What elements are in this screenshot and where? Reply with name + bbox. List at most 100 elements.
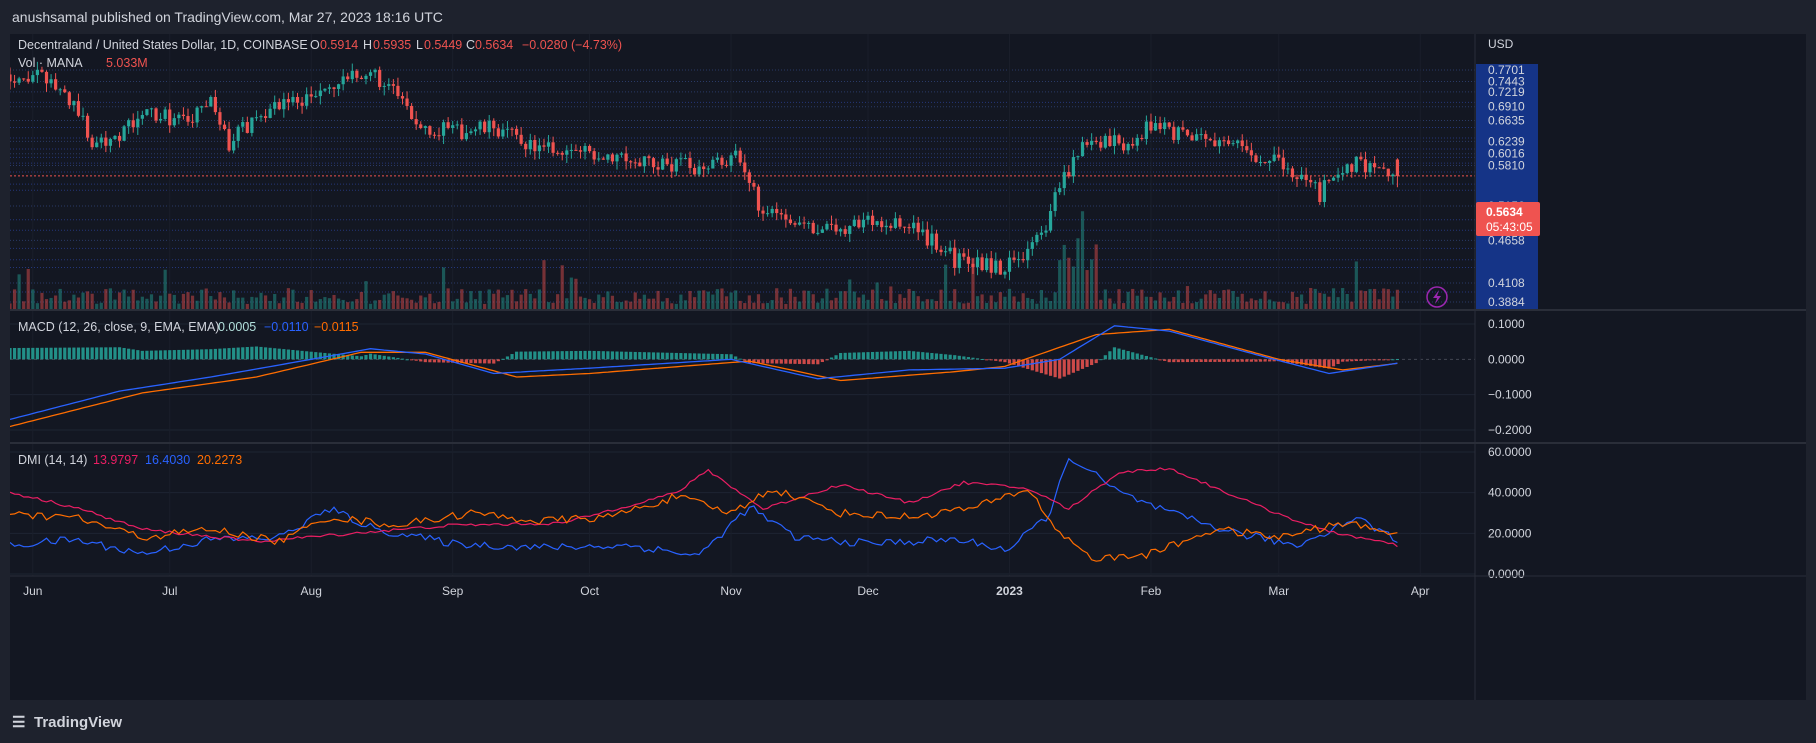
- candle-body: [943, 251, 948, 253]
- candle-body: [323, 88, 327, 91]
- volume-bar: [400, 297, 405, 310]
- volume-bar: [63, 301, 67, 310]
- macd-histogram-bar: [656, 352, 660, 360]
- candle-body: [1286, 168, 1290, 170]
- candle-body: [227, 129, 231, 151]
- macd-histogram-bar: [629, 351, 633, 360]
- volume-bar: [756, 294, 761, 310]
- volume-bar: [519, 294, 523, 310]
- volume-bar: [1039, 290, 1044, 310]
- volume-bar: [692, 297, 697, 310]
- macd-histogram-bar: [487, 359, 491, 364]
- volume-bar: [738, 300, 742, 310]
- volume-bar: [939, 289, 943, 310]
- macd-histogram-bar: [907, 350, 911, 360]
- candle-body: [26, 78, 30, 82]
- macd-histogram-bar: [775, 359, 779, 364]
- macd-histogram-bar: [583, 350, 587, 360]
- candle-body: [560, 152, 564, 155]
- candle-body: [656, 167, 660, 170]
- candle-body: [63, 89, 67, 93]
- macd-histogram-bar: [49, 347, 53, 360]
- lightning-icon[interactable]: [1426, 286, 1448, 308]
- macd-histogram-bar: [113, 347, 117, 360]
- chart-area[interactable]: 0.7701 0.7443 0.7219 0.6910 0.6635 0.6239 0.60…: [8, 34, 1806, 700]
- symbol-legend[interactable]: Decentraland / United States Dollar, 1D,…: [18, 38, 308, 52]
- macd-histogram-bar: [131, 349, 135, 360]
- macd-histogram-bar: [1108, 351, 1112, 360]
- candle-body: [505, 128, 510, 130]
- volume-bar: [985, 302, 989, 310]
- macd-histogram-bar: [277, 348, 281, 360]
- macd-histogram-bar: [350, 355, 354, 360]
- volume-bar: [300, 302, 304, 310]
- macd-histogram-bar: [1382, 359, 1386, 361]
- currency-label[interactable]: USD: [1488, 37, 1514, 51]
- candle-body: [1222, 140, 1226, 142]
- volume-bar: [788, 288, 793, 310]
- volume-bar: [44, 299, 49, 310]
- macd-histogram-bar: [85, 347, 90, 360]
- candle-body: [277, 102, 281, 110]
- macd-histogram-bar: [866, 352, 870, 360]
- macd-histogram-bar: [259, 346, 263, 360]
- ohlc-h-label: H: [363, 38, 372, 52]
- macd-histogram-bar: [642, 352, 646, 360]
- macd-histogram-bar: [619, 351, 624, 360]
- dmi-axis-label: 60.0000: [1488, 445, 1532, 459]
- volume-bar: [1149, 296, 1153, 310]
- macd-histogram-bar: [743, 359, 747, 361]
- candle-body: [305, 94, 309, 106]
- macd-legend-label[interactable]: MACD (12, 26, close, 9, EMA, EMA): [18, 320, 219, 334]
- macd-histogram-bar: [54, 347, 58, 360]
- macd-histogram-bar: [761, 359, 765, 364]
- volume-legend-label[interactable]: Vol · MANA: [18, 56, 83, 70]
- volume-bar: [323, 297, 327, 310]
- macd-histogram-bar: [1363, 359, 1368, 361]
- candle-body: [734, 150, 738, 156]
- macd-histogram-bar: [651, 352, 656, 360]
- volume-bar: [1354, 261, 1358, 310]
- macd-histogram-bar: [884, 351, 888, 360]
- volume-bar: [250, 296, 254, 310]
- candle-body: [410, 105, 414, 120]
- volume-bar: [117, 292, 122, 310]
- candle-body: [355, 70, 359, 78]
- volume-bar: [441, 267, 446, 310]
- dmi-legend-label[interactable]: DMI (14, 14): [18, 453, 87, 467]
- volume-bar: [1272, 301, 1276, 310]
- candle-body: [1172, 126, 1176, 140]
- volume-bar: [76, 297, 81, 310]
- time-axis-label: Jul: [162, 584, 177, 598]
- volume-bar: [1085, 270, 1089, 310]
- volume-bar: [902, 297, 907, 310]
- candle-body: [58, 89, 62, 91]
- macd-histogram-bar: [1318, 359, 1322, 368]
- tradingview-logo[interactable]: ☰ TradingView: [12, 713, 122, 731]
- time-axis-label: Dec: [857, 584, 878, 598]
- candle-body: [327, 87, 332, 89]
- volume-bar: [295, 301, 300, 310]
- volume-bar: [492, 293, 496, 310]
- macd-histogram-bar: [17, 347, 21, 360]
- candle-body: [501, 129, 505, 137]
- candle-body: [816, 232, 820, 234]
- candle-body: [1085, 142, 1089, 145]
- candle-body: [1030, 242, 1034, 249]
- macd-histogram-bar: [1007, 359, 1012, 364]
- candle-body: [1112, 135, 1117, 147]
- volume-bar: [1290, 291, 1295, 310]
- candle-body: [1268, 160, 1272, 163]
- candle-body: [250, 117, 254, 133]
- macd-histogram-bar: [1181, 359, 1185, 363]
- volume-bar: [889, 286, 893, 310]
- volume-bar: [40, 292, 44, 310]
- volume-bar: [592, 302, 596, 310]
- candle-body: [90, 137, 94, 148]
- candle-body: [1153, 123, 1158, 131]
- macd-histogram-bar: [661, 352, 665, 360]
- macd-histogram-bar: [994, 359, 998, 361]
- volume-bar: [934, 300, 939, 310]
- candle-body: [1021, 259, 1025, 261]
